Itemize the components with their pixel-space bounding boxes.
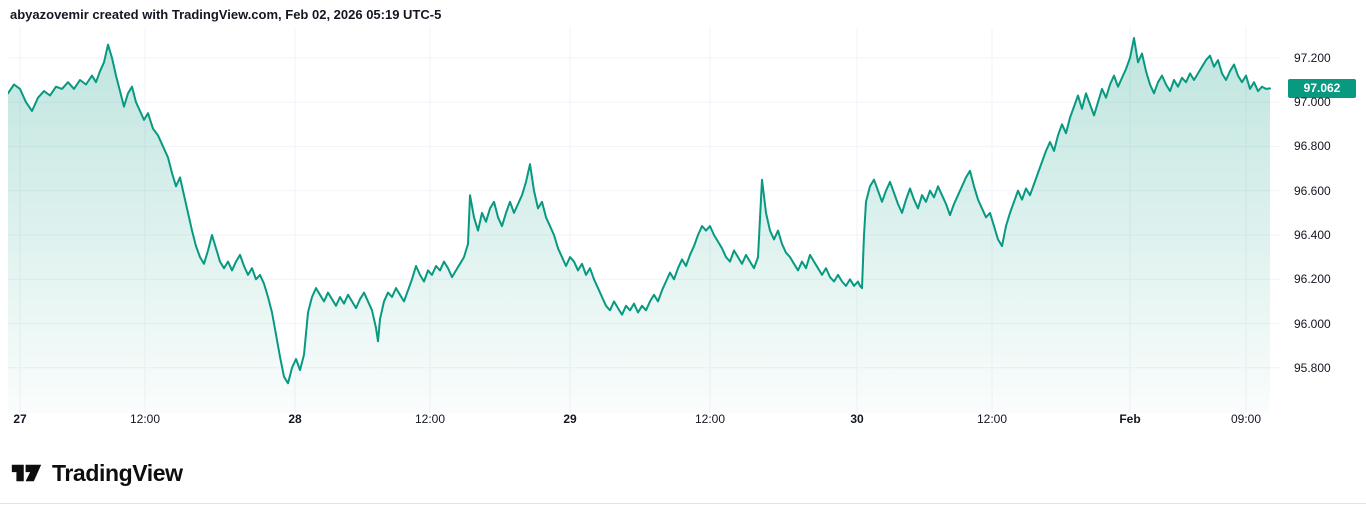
price-axis-label: 97.200 — [1294, 50, 1331, 65]
price-chart-plot[interactable] — [8, 28, 1280, 413]
price-axis-label: 96.600 — [1294, 183, 1331, 198]
time-axis-label: 29 — [563, 412, 577, 426]
time-axis-label: 12:00 — [129, 412, 161, 426]
time-axis-label: 09:00 — [1230, 412, 1262, 426]
price-axis-label: 96.000 — [1294, 316, 1331, 331]
time-axis-label: 12:00 — [976, 412, 1008, 426]
attribution-text: abyazovemir created with TradingView.com… — [10, 7, 442, 22]
price-axis-label: 96.200 — [1294, 272, 1331, 287]
time-axis-label: 12:00 — [414, 412, 446, 426]
last-price-badge: 97.062 — [1288, 78, 1356, 98]
footer-divider — [0, 503, 1366, 504]
time-axis-label: 28 — [288, 412, 302, 426]
time-axis-label: 27 — [13, 412, 27, 426]
tradingview-logo-icon — [11, 464, 42, 482]
time-axis[interactable]: 27 12:00 28 12:00 29 12:00 30 12:00 Feb 09:00 — [8, 408, 1280, 430]
price-axis[interactable]: 97.062 97.200 97.000 96.800 96.600 96.400 96.… — [1284, 28, 1366, 413]
tradingview-wordmark: TradingView — [52, 459, 183, 486]
price-axis-label: 96.400 — [1294, 228, 1331, 242]
price-axis-label: 95.800 — [1294, 360, 1331, 375]
time-axis-label: 12:00 — [694, 412, 726, 426]
tradingview-branding[interactable]: TradingView — [10, 457, 183, 489]
time-axis-label: Feb — [1119, 412, 1141, 426]
price-axis-label: 97.000 — [1294, 95, 1331, 110]
price-area-fill — [8, 38, 1270, 413]
price-line — [8, 37, 1271, 385]
price-axis-label: 96.800 — [1294, 139, 1331, 154]
area-chart-svg — [8, 28, 1280, 413]
time-axis-label: 30 — [850, 412, 864, 426]
